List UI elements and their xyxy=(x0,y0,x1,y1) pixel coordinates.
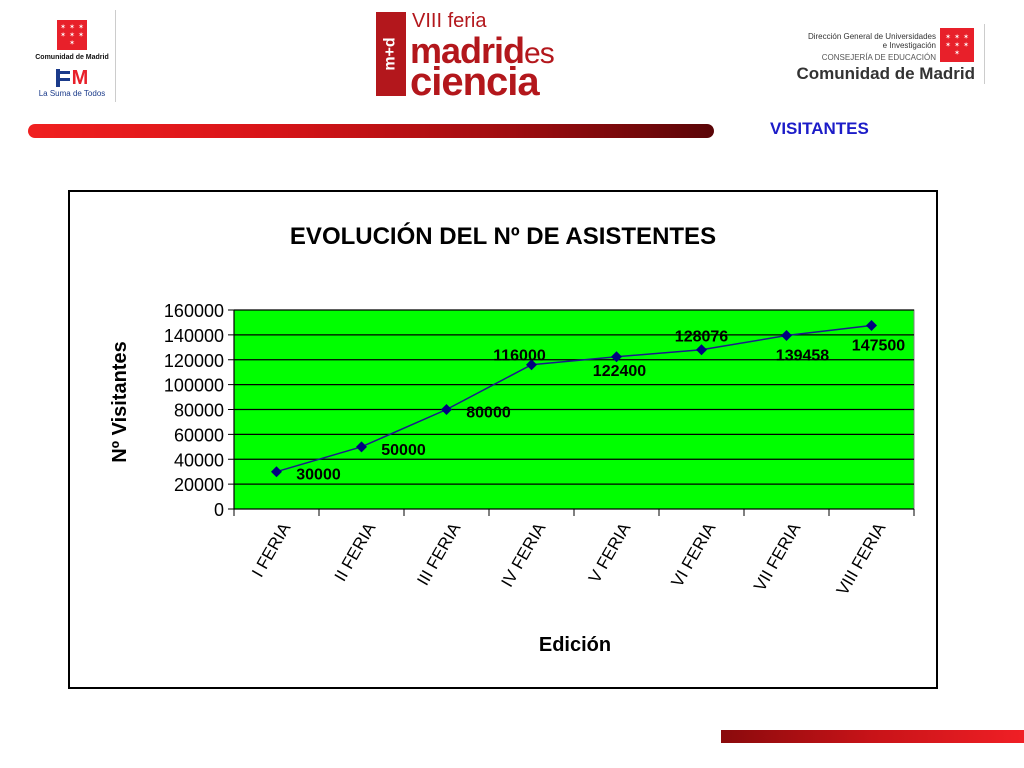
comunidad-madrid-logo-left: ✶ ✶ ✶ ✶ ✶ ✶ ✶ Comunidad de Madrid M La Suma de… xyxy=(26,14,118,98)
right-logo-divider xyxy=(984,24,985,84)
x-axis-ticks: I FERIA II FERIA III FERIA IV FERIA V FERIA V… xyxy=(233,509,915,599)
edition-label: VIII feria xyxy=(412,10,487,32)
data-label: 80000 xyxy=(466,405,511,422)
data-label: 147500 xyxy=(852,338,905,355)
data-point-marker xyxy=(611,351,622,363)
x-tick-label: VII FERIA xyxy=(750,519,805,595)
x-tick-label: VIII FERIA xyxy=(833,519,890,599)
data-point-marker xyxy=(271,466,282,478)
consejeria-line: CONSEJERÍA DE EDUCACIÓN xyxy=(821,53,936,62)
chart-title: EVOLUCIÓN DEL Nº DE ASISTENTES xyxy=(290,222,716,250)
logo-ciencia-text: ciencia xyxy=(410,60,540,104)
data-point-marker xyxy=(441,404,452,415)
left-logo-divider xyxy=(115,10,116,102)
logo-madrid-text: madrides xyxy=(410,30,555,71)
data-labels: 30000 50000 80000 116000 122400 128076 139458 1… xyxy=(296,329,905,484)
org-name-left: Comunidad de Madrid xyxy=(35,54,109,61)
y-tick-label: 40000 xyxy=(174,450,224,470)
x-tick-label: VI FERIA xyxy=(667,519,719,590)
x-tick-label: II FERIA xyxy=(331,519,380,585)
section-label: VISITANTES xyxy=(770,119,869,138)
data-point-marker xyxy=(866,320,877,332)
y-tick-label: 140000 xyxy=(164,326,224,346)
x-tick-label: III FERIA xyxy=(413,519,464,589)
data-label: 116000 xyxy=(493,348,546,365)
direccion-general-logo: Dirección General de Universidades e Inv… xyxy=(740,24,980,104)
data-label: 122400 xyxy=(593,363,646,380)
chart-frame: EVOLUCIÓN DEL Nº DE ASISTENTES 0 20000 400… xyxy=(68,190,938,689)
data-point-marker xyxy=(781,330,792,342)
data-point-marker xyxy=(526,359,537,371)
y-tick-label: 60000 xyxy=(174,425,224,445)
series-line xyxy=(276,324,872,473)
gridlines xyxy=(234,309,914,485)
footer-red-bar xyxy=(721,730,1024,743)
line-chart: EVOLUCIÓN DEL Nº DE ASISTENTES 0 20000 400… xyxy=(109,222,915,656)
data-point-marker xyxy=(356,441,367,453)
em-logo-icon: M xyxy=(52,68,92,88)
org-name-right: Comunidad de Madrid xyxy=(796,64,976,83)
dg-line-2: e Investigación xyxy=(882,41,936,50)
data-label: 50000 xyxy=(381,442,426,459)
mid-mark-icon: m+d xyxy=(376,12,406,96)
y-tick-label: 120000 xyxy=(164,351,224,371)
star-flag-icon: ✶ ✶ ✶ ✶ ✶ ✶ ✶ xyxy=(940,28,974,62)
data-label: 30000 xyxy=(296,467,341,484)
header-red-bar xyxy=(28,124,714,138)
x-tick-label: I FERIA xyxy=(248,519,295,581)
tagline: La Suma de Todos xyxy=(38,89,106,98)
x-axis-title: Edición xyxy=(539,634,611,656)
series-line-group xyxy=(271,320,877,478)
data-label: 128076 xyxy=(675,329,728,346)
y-axis-ticks: 0 20000 40000 60000 80000 100000 120000 140000 1… xyxy=(164,301,914,520)
data-point-marker xyxy=(696,344,707,356)
y-tick-label: 80000 xyxy=(174,401,224,421)
x-tick-label: V FERIA xyxy=(585,519,635,586)
feria-madrid-es-ciencia-logo: m+d VIII feria madrides ciencia xyxy=(376,10,576,104)
data-label: 139458 xyxy=(776,348,829,365)
y-axis-title: Nº Visitantes xyxy=(109,341,131,462)
dg-line-1: Dirección General de Universidades xyxy=(807,32,936,41)
y-tick-label: 20000 xyxy=(174,475,224,495)
y-tick-label: 100000 xyxy=(164,376,224,396)
y-tick-label: 0 xyxy=(214,500,224,520)
y-tick-label: 160000 xyxy=(164,301,224,321)
star-flag-icon: ✶ ✶ ✶ ✶ ✶ ✶ ✶ xyxy=(57,20,87,50)
x-tick-label: IV FERIA xyxy=(497,519,549,590)
